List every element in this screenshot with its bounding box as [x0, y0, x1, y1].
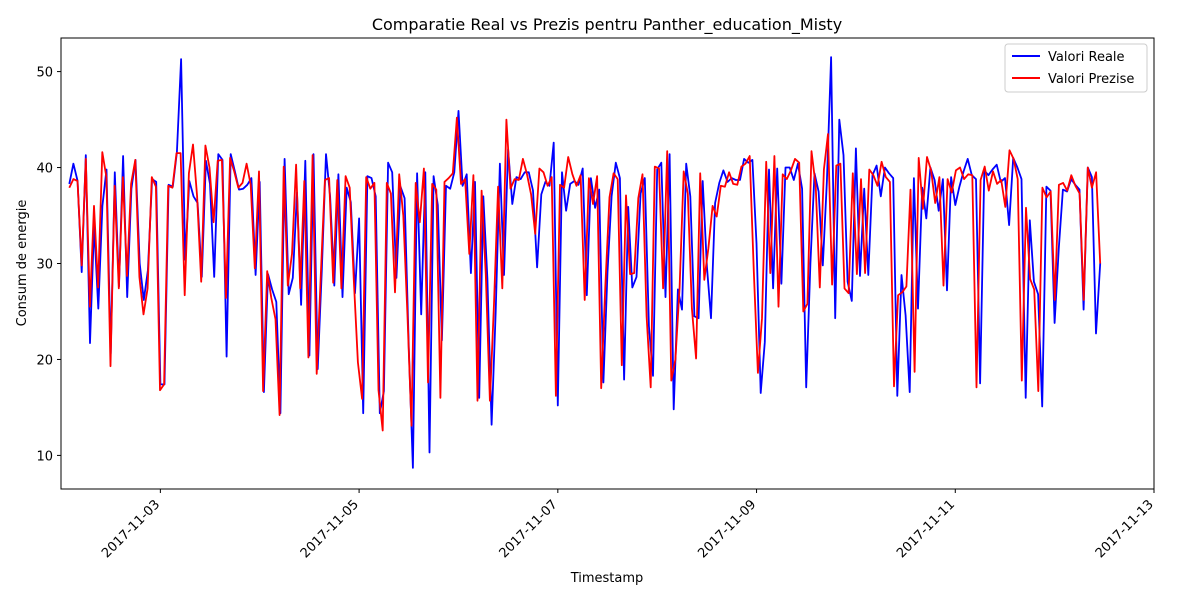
y-axis: 10 20 30 40 50 — [36, 66, 61, 464]
series-line-reale — [68, 56, 1102, 469]
legend-label: Valori Prezise — [1048, 72, 1134, 87]
legend: Valori Reale Valori Prezise — [1004, 43, 1148, 93]
series-line-prezise — [68, 116, 1102, 432]
y-tick-label: 30 — [36, 258, 53, 273]
legend-box — [1004, 43, 1148, 93]
chart-title: Comparatie Real vs Prezis pentru Panther… — [372, 15, 842, 35]
y-tick-label: 50 — [36, 66, 53, 81]
y-tick-label: 40 — [36, 162, 53, 177]
y-tick-label: 20 — [36, 353, 53, 368]
x-axis-title: Timestamp — [570, 571, 644, 586]
plot-area — [68, 56, 1102, 469]
legend-label: Valori Reale — [1048, 50, 1125, 65]
y-tick-label: 10 — [36, 449, 53, 464]
y-axis-title: Consum de energie — [15, 200, 30, 327]
